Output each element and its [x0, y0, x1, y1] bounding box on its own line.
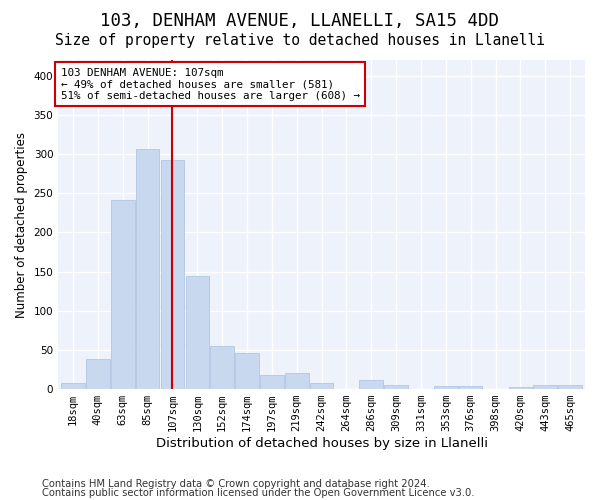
- Bar: [509, 386, 532, 389]
- Bar: [86, 358, 110, 389]
- Text: 103 DENHAM AVENUE: 107sqm
← 49% of detached houses are smaller (581)
51% of semi: 103 DENHAM AVENUE: 107sqm ← 49% of detac…: [61, 68, 359, 101]
- Bar: [359, 380, 383, 389]
- Text: Size of property relative to detached houses in Llanelli: Size of property relative to detached ho…: [55, 32, 545, 48]
- Text: 103, DENHAM AVENUE, LLANELLI, SA15 4DD: 103, DENHAM AVENUE, LLANELLI, SA15 4DD: [101, 12, 499, 30]
- Y-axis label: Number of detached properties: Number of detached properties: [15, 132, 28, 318]
- Text: Contains public sector information licensed under the Open Government Licence v3: Contains public sector information licen…: [42, 488, 475, 498]
- Bar: [285, 374, 308, 389]
- Bar: [235, 353, 259, 389]
- Bar: [558, 385, 582, 389]
- X-axis label: Distribution of detached houses by size in Llanelli: Distribution of detached houses by size …: [155, 437, 488, 450]
- Bar: [434, 386, 458, 389]
- Bar: [61, 383, 85, 389]
- Text: Contains HM Land Registry data © Crown copyright and database right 2024.: Contains HM Land Registry data © Crown c…: [42, 479, 430, 489]
- Bar: [185, 276, 209, 389]
- Bar: [533, 385, 557, 389]
- Bar: [211, 346, 234, 389]
- Bar: [161, 160, 184, 389]
- Bar: [111, 200, 134, 389]
- Bar: [459, 386, 482, 389]
- Bar: [310, 383, 334, 389]
- Bar: [136, 150, 160, 389]
- Bar: [385, 385, 408, 389]
- Bar: [260, 375, 284, 389]
